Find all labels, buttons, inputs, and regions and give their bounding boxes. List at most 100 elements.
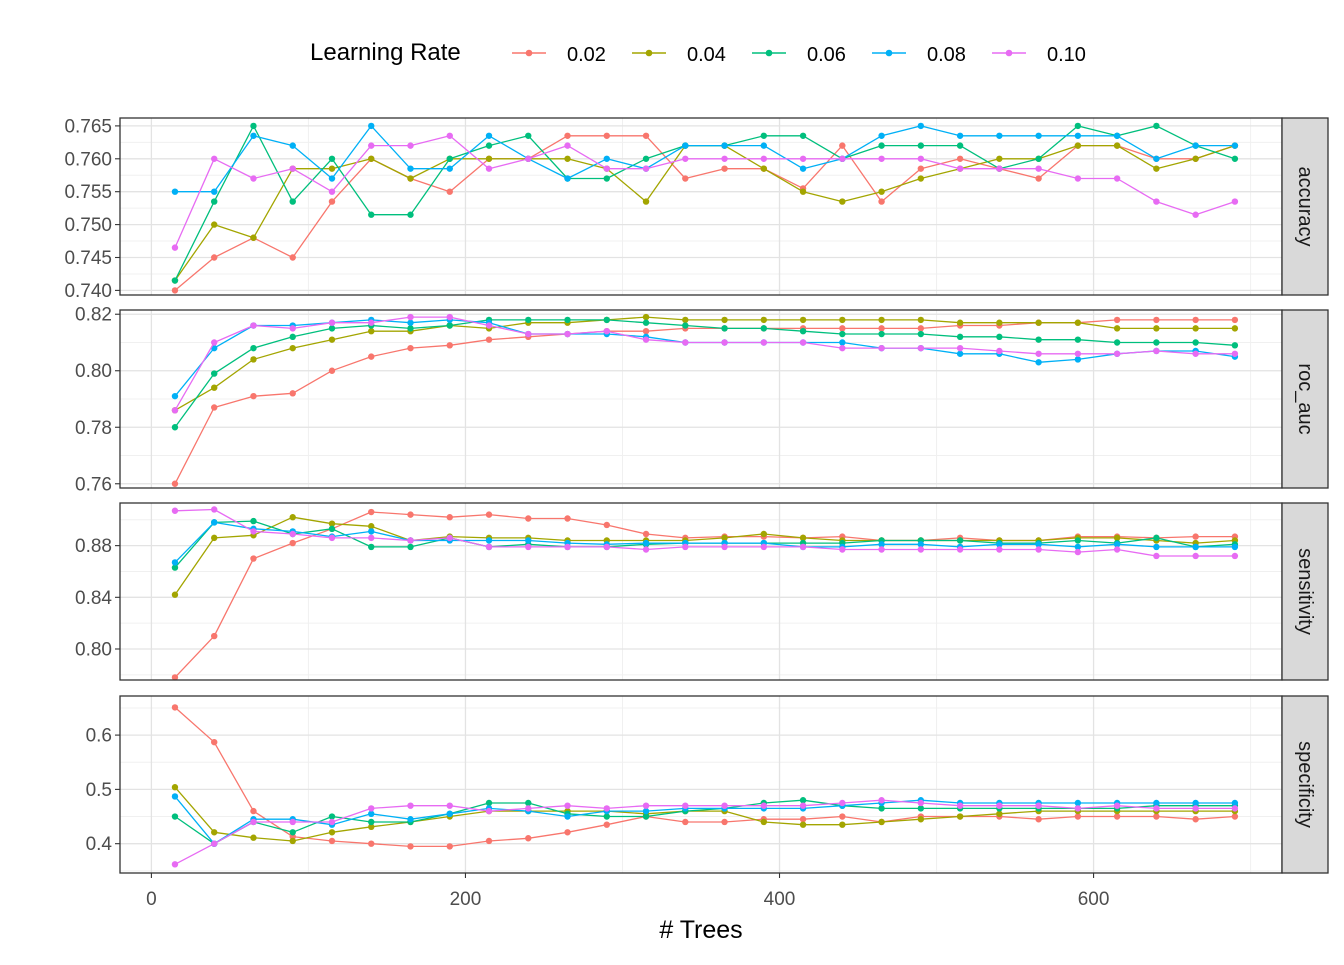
data-point [485,537,493,544]
data-point [1113,142,1121,149]
data-point [250,132,257,139]
data-point [1153,122,1160,130]
data-point [642,530,650,538]
data-point [1231,350,1239,357]
data-point [1113,175,1121,182]
data-point [525,330,532,338]
data-point [956,537,964,544]
data-point [682,322,689,329]
data-point [721,339,728,346]
data-point [1153,543,1160,551]
legend: Learning Rate 0.02 0.04 0.06 0.08 0.10 [310,39,1086,66]
data-point [799,165,807,172]
data-point [1231,142,1239,149]
data-point [171,784,179,791]
data-point [446,810,453,818]
data-point [799,155,807,162]
data-point [446,188,453,195]
series-0.10 [171,506,1239,560]
data-point [878,541,885,548]
data-point [682,802,689,809]
data-point [1231,155,1239,162]
data-point [996,347,1003,355]
data-point [1035,359,1042,366]
data-point [760,316,768,324]
data-point [642,165,650,172]
data-point [839,813,846,820]
data-point [1113,325,1121,332]
data-point [878,188,885,195]
data-point [839,316,846,324]
data-point [878,142,885,149]
data-point [603,821,610,828]
data-point [917,325,925,332]
data-point [839,546,846,553]
data-point [1192,339,1199,346]
data-point [171,704,179,711]
panel-sensitivity: 0.80 0.84 0.88 sensitivity [75,502,1329,681]
data-point [211,738,218,746]
data-point [368,327,375,335]
data-point [485,132,493,139]
series-0.10 [171,797,1239,868]
data-point [917,330,925,338]
data-point [682,155,689,162]
data-point [1035,336,1042,343]
data-point [1192,325,1199,332]
data-point [1153,339,1160,346]
data-point [171,674,179,681]
data-point [839,330,846,338]
data-point [328,813,336,820]
data-point [485,155,493,162]
data-point [642,802,650,809]
data-point [368,534,375,542]
data-point [250,392,257,400]
data-point [525,316,532,324]
panel-roc_auc: 0.76 0.78 0.80 0.82 roc_auc [75,305,1329,495]
data-point [525,537,532,544]
legend-item-0.08: 0.08 [872,44,966,66]
data-point [564,132,571,139]
data-point [1074,537,1082,544]
data-point [328,837,336,845]
data-point [956,319,964,326]
data-point [250,528,257,535]
data-point [485,837,493,845]
series-line [174,135,1236,248]
y-tick-label: 0.4 [86,834,113,855]
data-point [878,132,885,139]
data-point [1113,316,1121,324]
data-point [1113,546,1121,553]
panel-background [120,118,1282,295]
data-point [1153,799,1160,807]
legend-key-point [525,49,533,57]
data-point [878,344,885,352]
data-point [1231,799,1239,807]
data-point [1074,175,1082,182]
data-point [760,339,768,346]
legend-key-point [645,49,653,57]
data-point [564,175,571,182]
data-point [525,835,532,842]
data-point [407,313,414,321]
data-point [289,142,296,149]
data-point [839,325,846,332]
data-point [407,816,414,823]
data-point [328,367,336,374]
data-point [485,336,493,343]
data-point [368,508,375,516]
data-point [917,316,925,324]
data-point [760,165,768,172]
data-point [996,810,1003,818]
data-point [211,534,218,542]
data-point [956,142,964,149]
data-point [407,319,414,326]
data-point [328,534,336,542]
data-point [917,799,925,807]
data-point [1113,802,1121,809]
data-point [642,539,650,547]
data-point [878,805,885,812]
data-point [1074,122,1082,130]
data-point [328,319,336,326]
data-point [799,797,807,804]
